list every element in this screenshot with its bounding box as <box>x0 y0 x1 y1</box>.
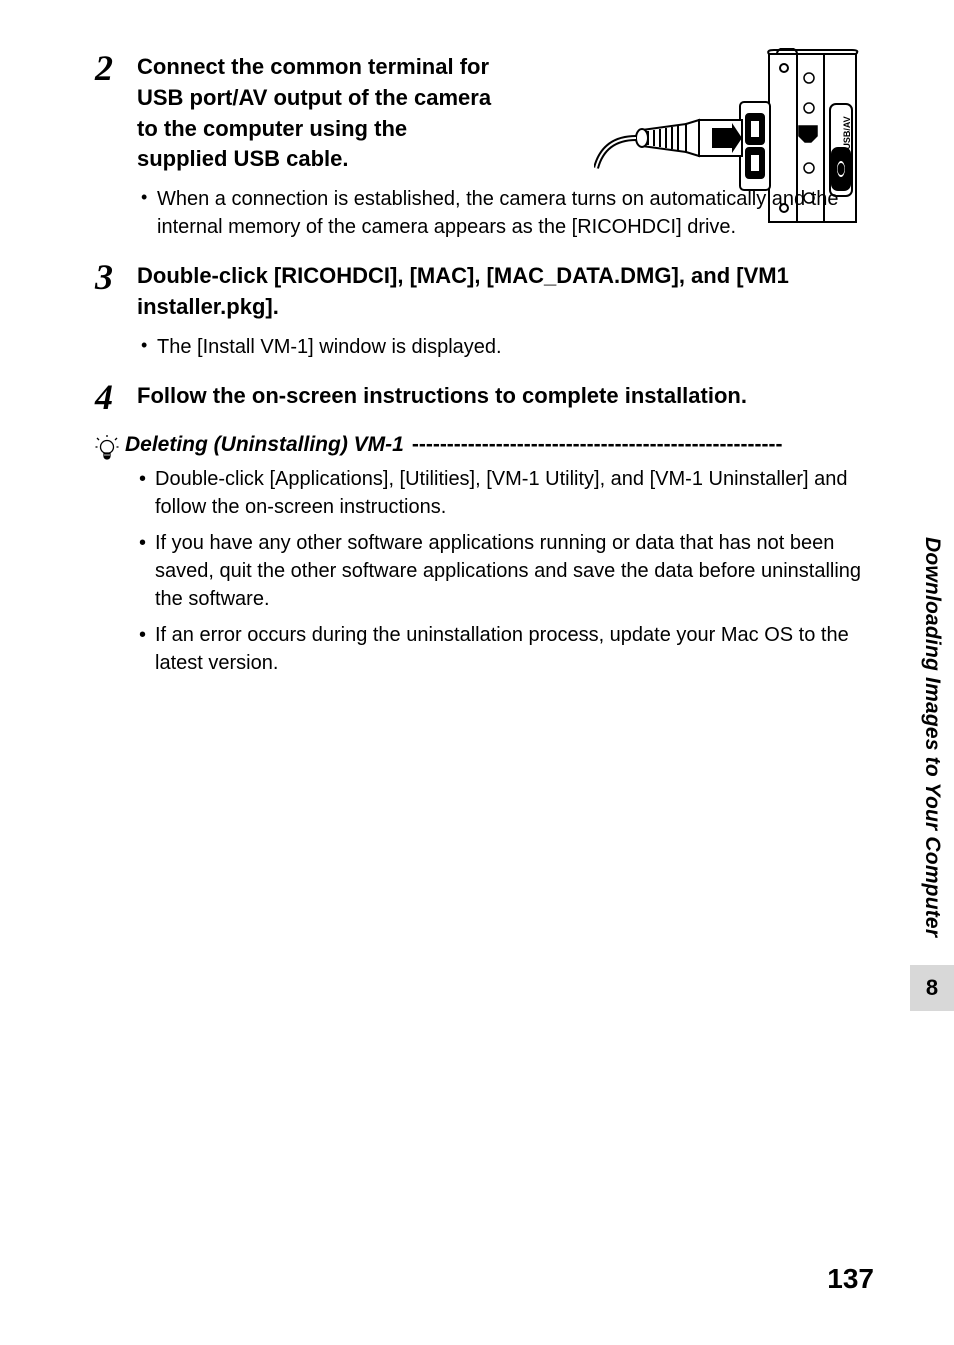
bullet-item: When a connection is established, the ca… <box>137 185 874 241</box>
tip-bullets: Double-click [Applications], [Utilities]… <box>125 465 874 677</box>
step-title: Double-click [RICOHDCI], [MAC], [MAC_DAT… <box>137 261 874 323</box>
step-number: 3 <box>95 259 137 295</box>
bullet-item: If you have any other software applicati… <box>137 529 874 613</box>
tip-dashes: ----------------------------------------… <box>412 433 874 457</box>
step-body: Follow the on-screen instructions to com… <box>137 379 874 412</box>
side-section-label: Downloading Images to Your Computer <box>920 537 944 937</box>
step-title: Follow the on-screen instructions to com… <box>137 381 874 412</box>
step-4: 4 Follow the on-screen instructions to c… <box>95 379 874 415</box>
tip-heading-row: Deleting (Uninstalling) VM-1 -----------… <box>125 433 874 457</box>
step-bullets: The [Install VM-1] window is displayed. <box>137 333 874 361</box>
bullet-item: If an error occurs during the uninstalla… <box>137 621 874 677</box>
step-title: Connect the common terminal for USB port… <box>137 52 497 175</box>
side-tab: Downloading Images to Your Computer 8 <box>910 517 954 1025</box>
step-3: 3 Double-click [RICOHDCI], [MAC], [MAC_D… <box>95 259 874 367</box>
step-body: Double-click [RICOHDCI], [MAC], [MAC_DAT… <box>137 259 874 367</box>
port-label: USB/AV <box>842 116 852 149</box>
step-bullets: When a connection is established, the ca… <box>137 185 874 241</box>
lightbulb-icon <box>95 433 125 468</box>
side-chapter-wrap: 8 <box>910 965 954 1011</box>
step-number: 2 <box>95 50 137 86</box>
tip-heading: Deleting (Uninstalling) VM-1 <box>125 433 404 457</box>
tip-body: Deleting (Uninstalling) VM-1 -----------… <box>125 433 874 685</box>
page-content: USB/AV <box>0 0 954 1345</box>
tip-block: Deleting (Uninstalling) VM-1 -----------… <box>95 433 874 685</box>
bullet-item: Double-click [Applications], [Utilities]… <box>137 465 874 521</box>
bullet-item: The [Install VM-1] window is displayed. <box>137 333 874 361</box>
page-number: 137 <box>827 1263 874 1295</box>
side-chapter-number: 8 <box>910 975 954 1001</box>
step-number: 4 <box>95 379 137 415</box>
